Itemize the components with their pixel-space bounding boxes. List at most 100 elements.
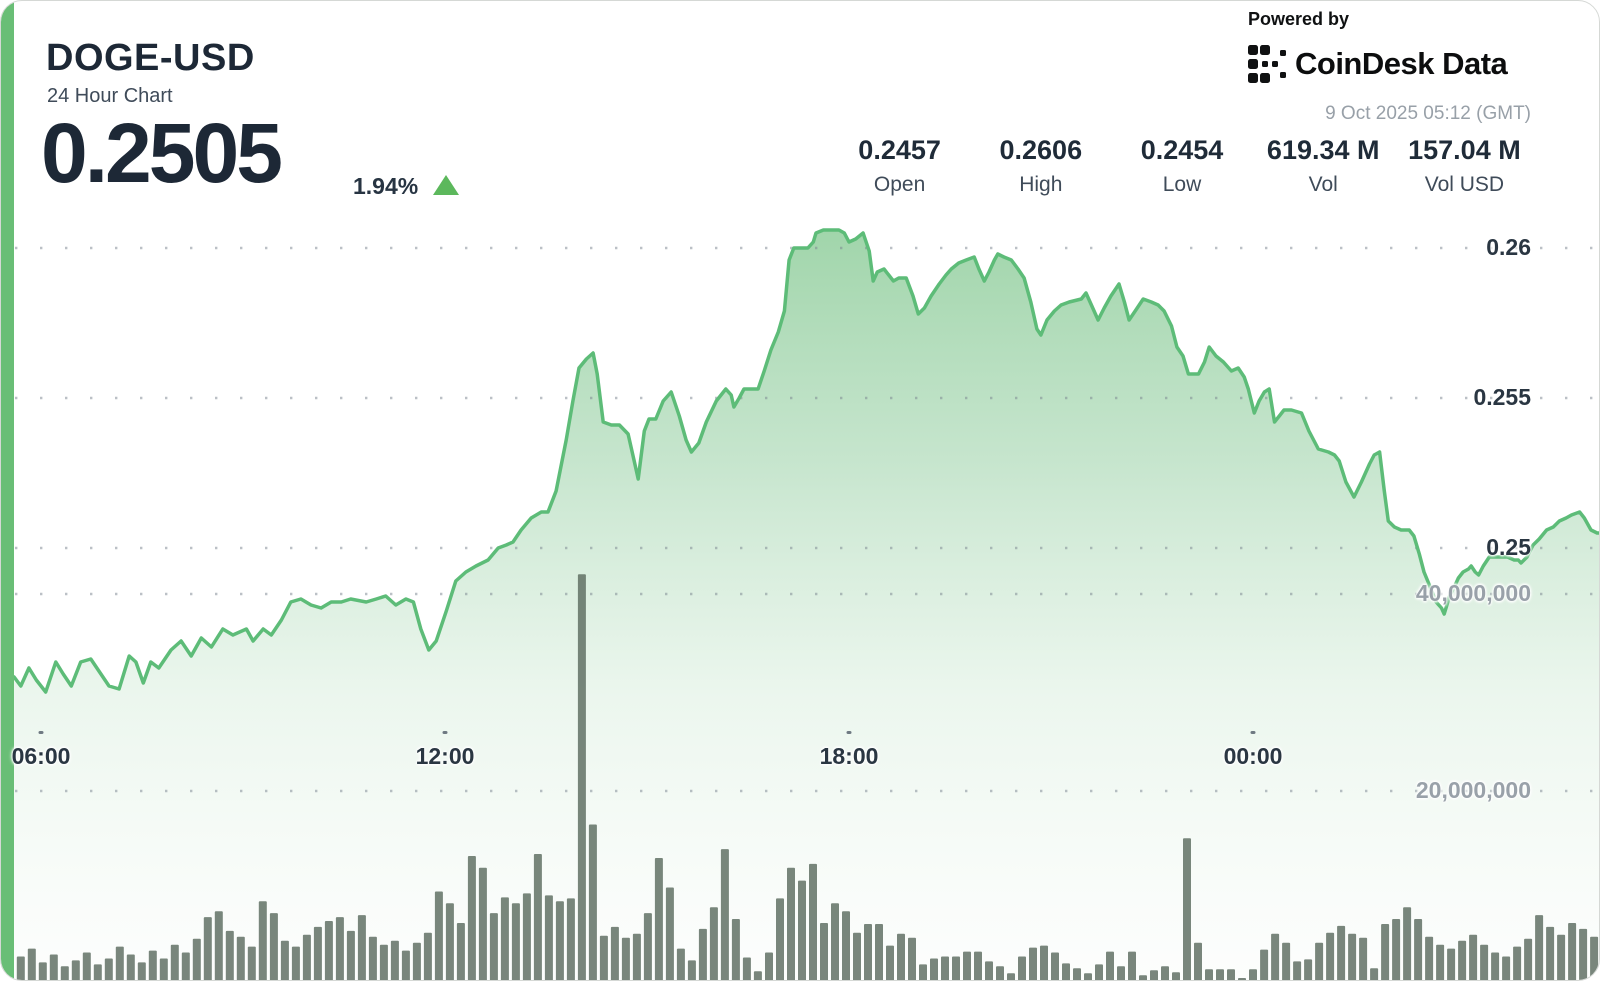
volume-bar (610, 926, 619, 980)
volume-bar (368, 936, 377, 980)
volume-bar (709, 907, 718, 980)
volume-bar (247, 946, 256, 980)
volume-bar (1084, 973, 1092, 980)
volume-bar (919, 964, 927, 980)
coindesk-logo-text: CoinDesk Data (1295, 46, 1508, 81)
x-tick (38, 731, 44, 734)
stat-label: Open (873, 173, 926, 196)
volume-bar (324, 921, 333, 980)
volume-bar (1436, 944, 1445, 980)
chart-subtitle: 24 Hour Chart (47, 85, 173, 107)
price-axis-label: 0.26 (1486, 234, 1531, 260)
volume-bar (203, 917, 212, 980)
volume-bar (1491, 952, 1500, 980)
volume-bar (886, 945, 894, 980)
coindesk-data-logo[interactable]: CoinDesk Data (1248, 45, 1508, 83)
volume-bar (1018, 956, 1026, 980)
volume-bar (1040, 945, 1048, 980)
volume-bar (908, 937, 916, 980)
volume-bar (335, 917, 344, 980)
volume-bar (1557, 934, 1566, 980)
stat-value: 0.2454 (1140, 135, 1224, 165)
volume-bar (236, 936, 245, 980)
volume-bar (820, 923, 828, 980)
volume-bar (952, 956, 960, 980)
stat-label: Vol (1308, 173, 1338, 196)
volume-bar (456, 923, 465, 980)
volume-bar (1425, 936, 1434, 980)
volume-bar (996, 966, 1004, 980)
volume-bar (1062, 963, 1070, 980)
volume-bar (632, 933, 641, 980)
volume-bar (1073, 968, 1081, 980)
volume-bar (1282, 942, 1291, 980)
volume-bar (1227, 969, 1235, 980)
volume-bar (500, 897, 509, 980)
volume-bar (291, 946, 300, 980)
volume-bar (71, 960, 80, 980)
stat-column: 0.2454 Low (1111, 135, 1252, 197)
volume-bar (93, 964, 102, 980)
volume-bar (104, 958, 113, 980)
volume-bar (137, 962, 146, 980)
stat-column: 0.2606 High (970, 135, 1111, 197)
volume-bar (1007, 973, 1015, 980)
volume-bar (82, 952, 91, 980)
data-timestamp: 9 Oct 2025 05:12 (GMT) (1325, 103, 1531, 124)
volume-bar (1392, 919, 1401, 980)
stat-label: Vol USD (1424, 173, 1505, 196)
volume-bar (1183, 838, 1191, 980)
volume-bar (555, 901, 564, 980)
volume-bar (390, 940, 399, 980)
volume-bar (974, 951, 982, 980)
volume-bar (1260, 949, 1269, 980)
volume-bar (930, 958, 938, 980)
volume-bar (809, 863, 817, 980)
price-area (14, 230, 1599, 980)
volume-bar (38, 962, 47, 980)
change-percent: 1.94% (353, 173, 419, 199)
volume-bar (1249, 969, 1257, 980)
volume-bar (423, 932, 432, 980)
price-axis-label: 0.255 (1473, 384, 1531, 410)
volume-bar (489, 913, 498, 980)
volume-bar (1293, 961, 1302, 980)
volume-bar (621, 937, 630, 980)
volume-bar (1535, 915, 1544, 980)
volume-bar (776, 898, 784, 980)
volume-bar (302, 934, 311, 980)
volume-bar (853, 932, 861, 980)
volume-bar (1370, 968, 1379, 980)
volume-bar (214, 911, 223, 980)
volume-bar (1590, 936, 1599, 980)
volume-bar (313, 926, 322, 980)
volume-bar (148, 950, 157, 980)
volume-bar (357, 915, 366, 980)
volume-bar (1161, 966, 1169, 980)
volume-bar (1139, 975, 1147, 980)
volume-bar (1513, 946, 1522, 980)
symbol-title: DOGE-USD (46, 37, 255, 79)
time-axis-label: 12:00 (415, 743, 475, 769)
volume-bar (1271, 933, 1280, 980)
volume-bar (192, 938, 201, 980)
volume-bar (1238, 978, 1246, 980)
volume-axis-label: 40,000,000 (1415, 580, 1531, 606)
volume-bar (544, 895, 553, 980)
price-up-triangle-icon (433, 175, 459, 195)
volume-bar (1106, 951, 1114, 980)
ohlc-stats-row: 0.2457 Open 0.2606 High 0.2454 Low 619.34 M Vol… (829, 135, 1535, 197)
volume-bar (467, 856, 476, 980)
volume-bar (181, 952, 190, 980)
stat-value: 0.2606 (999, 135, 1083, 165)
x-tick (846, 731, 852, 734)
time-axis-label: 00:00 (1223, 743, 1283, 769)
stat-value: 619.34 M (1266, 135, 1380, 165)
price-axis-label: 0.25 (1486, 534, 1531, 560)
volume-bar (577, 574, 586, 980)
volume-bar (665, 887, 674, 980)
volume-bar (687, 960, 696, 980)
volume-bar (445, 903, 454, 980)
volume-bar (280, 940, 289, 980)
volume-bar (1414, 919, 1423, 980)
